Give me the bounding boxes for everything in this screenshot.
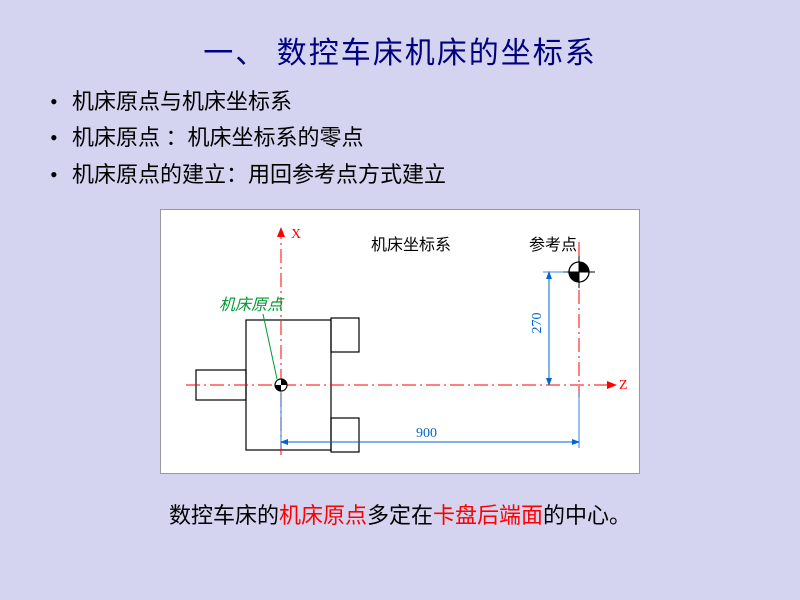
bullet-item: 机床原点的建立：用回参考点方式建立 (50, 157, 800, 193)
svg-text:270: 270 (530, 312, 545, 333)
svg-text:X: X (291, 227, 301, 242)
footer-seg: 数控车床的 (169, 503, 279, 528)
bullet-item: 机床原点 ：机床坐标系的零点 (50, 120, 800, 156)
page-title: 一、 数控车床机床的坐标系 (0, 0, 800, 84)
svg-text:机床坐标系: 机床坐标系 (371, 236, 451, 254)
footer-seg: 的中心。 (543, 503, 631, 528)
svg-text:机床原点: 机床原点 (219, 296, 285, 314)
svg-text:900: 900 (416, 426, 437, 441)
footer-seg-red: 卡盘后端面 (433, 503, 543, 528)
footer-text: 数控车床的机床原点多定在卡盘后端面的中心。 (0, 498, 800, 530)
diagram-svg: X Z 机床坐标系 参考点机床原点 900 270 (161, 210, 641, 475)
footer-seg: 多定在 (367, 503, 433, 528)
bullet-list: 机床原点与机床坐标系 机床原点 ：机床坐标系的零点 机床原点的建立：用回参考点方… (0, 84, 800, 193)
coordinate-diagram: X Z 机床坐标系 参考点机床原点 900 270 (160, 209, 640, 474)
bullet-item: 机床原点与机床坐标系 (50, 84, 800, 120)
footer-seg-red: 机床原点 (279, 503, 367, 528)
svg-text:Z: Z (619, 378, 628, 393)
svg-text:参考点: 参考点 (529, 236, 577, 254)
